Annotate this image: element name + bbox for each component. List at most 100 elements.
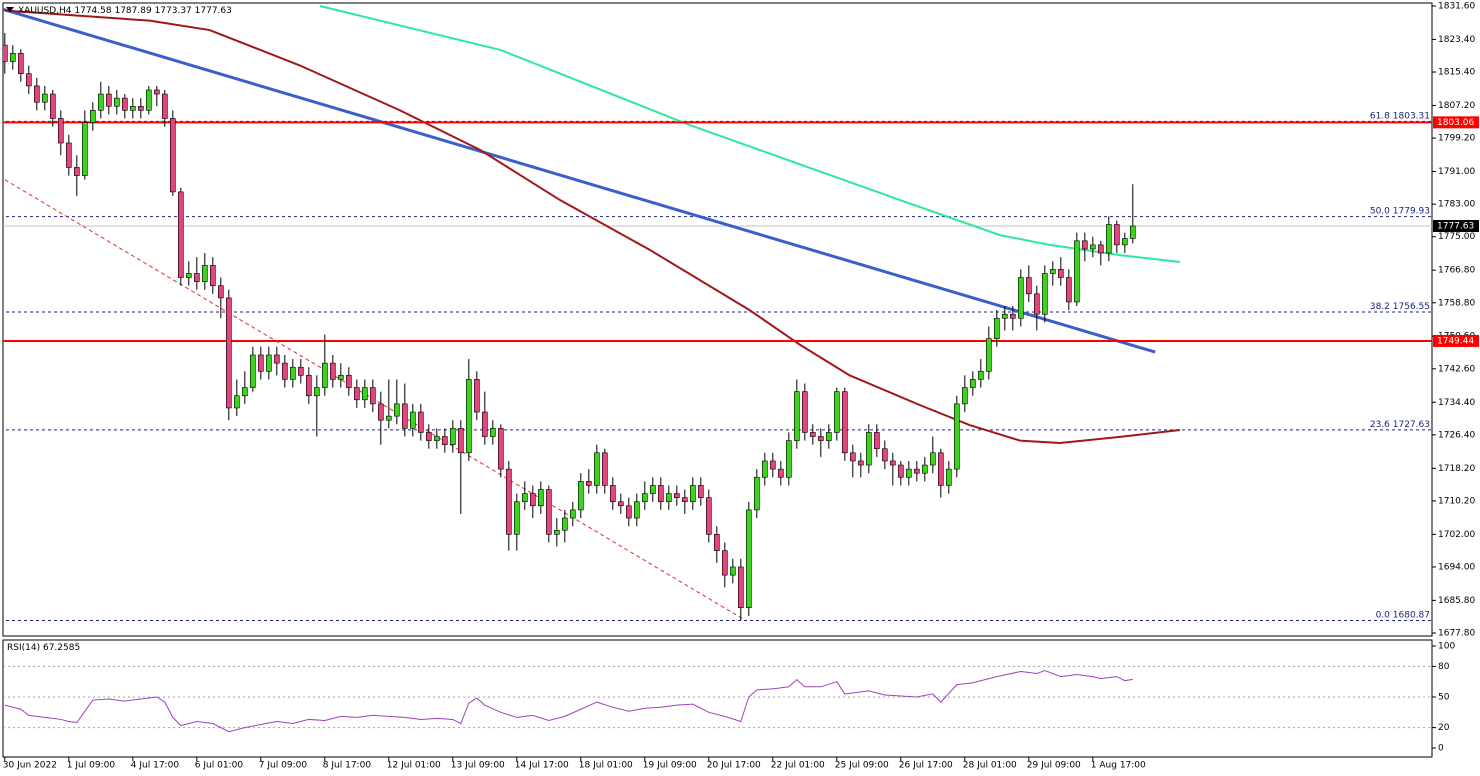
fib-label: 38.2 1756.55 [1370,301,1430,311]
candle-body [657,485,664,503]
y-tick-label: 1694.00 [1438,562,1475,572]
candle-body [3,44,8,62]
fib-ratio: 50.0 [1370,206,1390,216]
fib-ratio: 0.0 [1376,610,1391,620]
rsi-line [4,669,1133,733]
candle-body [977,370,984,380]
candle-body [393,403,400,417]
candle-body [1114,224,1120,246]
candle-body [1017,277,1024,319]
candle-body [809,432,816,437]
rsi-name: RSI(14) [7,643,40,653]
header-arrow [6,7,14,12]
candle-body [801,391,808,433]
candle-body [857,460,864,466]
candle-body [226,297,232,409]
candle-body [170,118,176,193]
current-price-box [1433,220,1479,233]
candle-body [721,550,728,576]
y-tick-label: 1815.40 [1438,68,1475,78]
rsi-panel [2,639,1433,758]
candle-body [154,89,160,95]
y-tick-label: 1718.20 [1438,464,1475,474]
candle-body [641,493,648,503]
candle-body [401,403,408,429]
candle-body [186,273,192,278]
candle-body [441,436,448,445]
candle-body [473,379,480,413]
candle-body [849,452,856,462]
candle-body [985,338,992,372]
candle-body [417,411,424,433]
candle-body [146,89,152,111]
candle-body [1058,269,1064,278]
candle-body [425,432,432,441]
x-tick-label: 19 Jul 09:00 [643,761,697,771]
candle-body [561,517,568,531]
y-tick-label: 1807.20 [1438,101,1475,111]
x-tick-label: 29 Jul 09:00 [1027,761,1081,771]
line-series [3,7,1156,354]
candle-body [897,464,904,478]
candle-body [1090,244,1096,250]
x-tick-label: 20 Jul 17:00 [707,761,761,771]
candle-body [577,481,584,511]
candle-body [321,362,328,388]
candle-body [130,105,136,111]
candle-body [633,501,640,519]
candle-body [250,354,256,388]
candle-body [521,493,528,503]
candle-body [705,497,712,535]
candle-body [33,85,40,103]
x-tick-label: 22 Jul 01:00 [771,761,825,771]
rsi-plot [3,665,1432,733]
candle-body [465,379,472,454]
candle-body [82,122,88,176]
candle-body [489,428,496,437]
candle-body [369,387,376,405]
x-tick-label: 8 Jul 17:00 [323,761,372,771]
x-tick-label: 28 Jul 01:00 [963,761,1017,771]
candle-body [409,411,416,429]
candle-body [361,387,368,401]
y-tick-label: 1799.20 [1438,134,1475,144]
candle-body [1034,293,1040,315]
candle-body [905,468,912,478]
fib-label: 61.8 1803.31 [1370,111,1430,121]
candle-body [289,366,296,380]
level-label-box [1433,334,1479,347]
header-ohlc: 1773.37 [155,6,192,16]
y-tick-label: 1710.20 [1438,496,1475,506]
header-ohlc: 1777.63 [195,6,232,16]
symbol: XAUUSD,H4 [18,6,72,16]
fib-price: 1680.87 [1393,610,1430,620]
y-tick-label: 1831.60 [1438,2,1475,12]
candle-body [345,375,352,388]
candle-body [90,110,96,123]
candle-body [138,105,144,111]
level-label: 1803.06 [1437,118,1474,128]
candle-body [353,387,360,401]
candle-body [41,93,48,103]
y-tick-label: 1677.80 [1438,629,1475,639]
candle-body [1122,238,1128,246]
candle-body [617,501,624,507]
candle-body [689,485,696,503]
candle-body [769,460,776,470]
overlay: 1831.60 1823.40 1815.40 1807.20 1799.20 1791.… [3,2,1479,771]
candle-body [218,285,224,299]
candle-body [609,485,616,503]
rsi-tick-label: 20 [1438,723,1450,733]
y-tick-label: 1726.40 [1438,430,1475,440]
x-tick-label: 30 Jun 2022 [3,761,57,771]
candle-body [777,468,784,478]
candle-body [673,493,680,498]
candle-body [210,264,216,286]
candle-body [601,452,608,486]
candle-body [737,566,744,609]
current-price-label: 1777.63 [1437,222,1474,232]
candle-body [242,387,248,397]
candle-body [1082,240,1088,250]
candle-body [433,436,440,441]
